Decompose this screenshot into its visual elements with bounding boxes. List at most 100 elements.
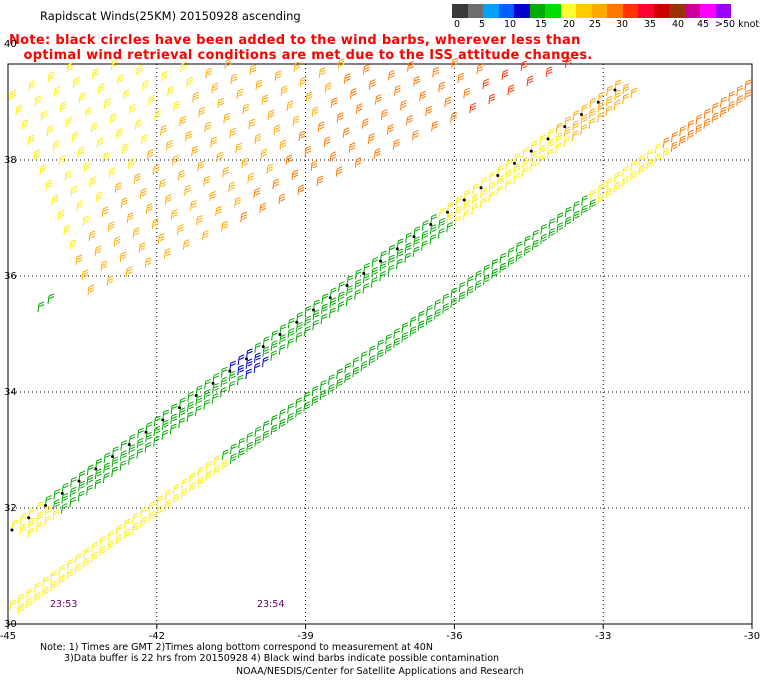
wind-barb	[310, 160, 318, 171]
wind-barb	[563, 126, 571, 137]
wind-barb	[529, 140, 538, 153]
wind-barb	[163, 248, 171, 259]
wind-barb	[321, 293, 329, 304]
wind-barb	[370, 276, 378, 288]
wind-barb	[90, 122, 98, 133]
wind-barb	[360, 351, 368, 362]
wind-barb	[253, 187, 261, 199]
wind-barb	[564, 216, 572, 227]
wind-barb	[329, 151, 337, 162]
wind-barb	[614, 89, 621, 101]
wind-barb	[180, 61, 187, 73]
wind-barb	[186, 76, 193, 88]
wind-barb	[9, 89, 17, 101]
wind-barb	[316, 175, 324, 186]
wind-barb	[555, 132, 563, 143]
wind-barb	[52, 509, 60, 520]
wind-barb	[246, 441, 253, 453]
wind-barb	[120, 440, 128, 451]
wind-barb	[224, 58, 232, 70]
wind-barb	[407, 60, 414, 72]
wind-barb	[295, 311, 303, 324]
wind-barb	[37, 301, 45, 313]
legend-swatch	[514, 4, 530, 18]
wind-barb	[66, 559, 74, 570]
wind-barb	[278, 193, 286, 205]
wind-barb	[547, 138, 554, 150]
wind-barb	[127, 158, 135, 169]
wind-barb	[362, 262, 370, 275]
wind-barb	[53, 499, 60, 510]
wind-barb	[426, 304, 433, 316]
wind-barb	[254, 342, 262, 353]
wind-barb	[139, 188, 147, 199]
wind-barb	[83, 547, 90, 559]
wind-barb	[144, 257, 152, 268]
wind-barb	[278, 323, 287, 336]
legend-label: >50 knots	[715, 19, 760, 30]
wind-barb	[69, 486, 77, 498]
wind-barb	[320, 313, 328, 325]
longitude-tick-label: -39	[297, 631, 313, 642]
wind-barb	[71, 131, 79, 142]
wind-barb	[496, 165, 504, 178]
wind-barb	[140, 507, 147, 518]
wind-barb	[106, 275, 114, 286]
wind-barb	[540, 223, 548, 235]
wind-barb	[425, 105, 432, 117]
wind-barb	[446, 211, 454, 223]
wind-barb	[53, 86, 61, 97]
wind-barb	[463, 209, 470, 221]
wind-barb	[17, 603, 25, 615]
wind-barb	[354, 268, 362, 280]
wind-barb	[61, 492, 69, 504]
wind-barb	[42, 586, 49, 597]
wind-barb	[89, 176, 97, 187]
wind-barb	[249, 64, 257, 76]
wind-barb	[532, 229, 539, 241]
wind-barb	[86, 484, 93, 496]
wind-barb	[450, 111, 457, 123]
wind-barb	[119, 460, 127, 471]
wind-barb	[596, 91, 605, 104]
wind-barb	[34, 95, 42, 106]
wind-barb	[393, 327, 401, 339]
wind-barb	[413, 236, 420, 247]
wind-barb	[107, 539, 115, 551]
wind-barb	[274, 70, 282, 81]
wind-barb	[573, 200, 580, 212]
wind-barb	[57, 209, 65, 221]
latitude-tick-label: 36	[4, 271, 17, 282]
wind-barb	[344, 362, 352, 374]
wind-barb	[111, 466, 118, 477]
wind-barb	[235, 142, 243, 154]
wind-barb	[279, 408, 286, 420]
legend-swatch	[684, 4, 700, 18]
wind-barb	[488, 171, 496, 182]
wind-barb	[184, 184, 191, 196]
latitude-tick-label: 40	[4, 39, 17, 50]
wind-barb	[388, 69, 395, 81]
wind-barb	[581, 204, 588, 216]
wind-barb	[197, 160, 204, 172]
wind-barb	[606, 85, 613, 97]
legend-swatch	[576, 4, 592, 18]
wind-barb	[10, 519, 19, 532]
wind-barb	[324, 82, 332, 93]
longitude-tick-label: -36	[446, 631, 462, 642]
wind-barb	[103, 452, 111, 463]
wind-barb	[622, 83, 630, 95]
wind-barb	[555, 142, 562, 154]
wind-barb	[77, 146, 85, 157]
wind-barb	[195, 395, 203, 406]
wind-barb	[450, 287, 458, 299]
wind-barb	[91, 541, 98, 553]
wind-barb	[273, 124, 281, 136]
wind-barb	[337, 301, 345, 312]
wind-barb	[60, 482, 69, 495]
wind-barb	[505, 169, 512, 180]
wind-barb	[27, 517, 35, 528]
wind-barb	[646, 158, 654, 170]
wind-barb	[318, 67, 326, 78]
